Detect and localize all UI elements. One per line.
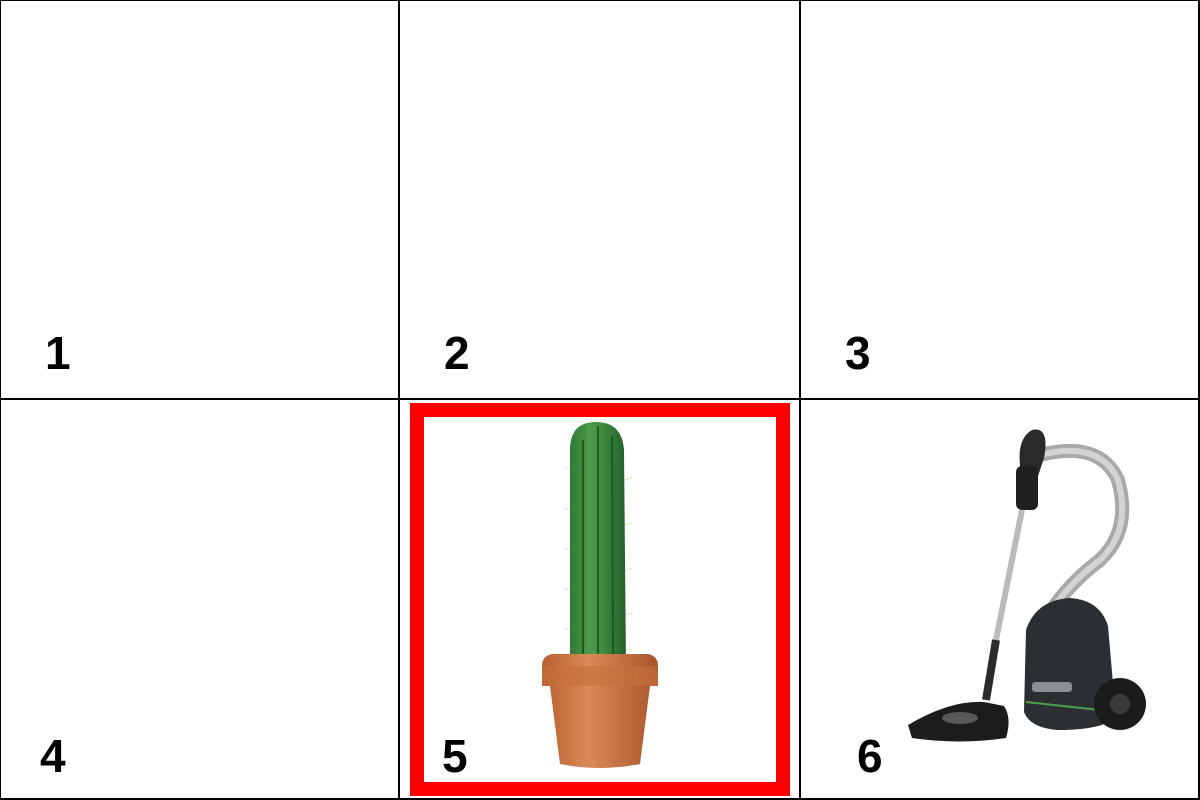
cell-number-label: 2 bbox=[444, 327, 470, 379]
cell-number-label: 1 bbox=[45, 327, 71, 379]
grid-border bbox=[0, 798, 1200, 800]
cell-number-label: 4 bbox=[40, 730, 66, 782]
cell-number-label: 5 bbox=[442, 730, 468, 782]
cell-number-label: 3 bbox=[845, 327, 871, 379]
grid-border bbox=[0, 0, 1, 800]
cactus-in-pot-image bbox=[542, 422, 658, 768]
cell-number-label: 6 bbox=[857, 730, 883, 782]
grid-divider bbox=[0, 398, 1200, 400]
grid-cell-2[interactable]: 2 bbox=[400, 0, 800, 400]
grid-cell-4[interactable]: 4 bbox=[0, 400, 400, 800]
selection-highlight bbox=[410, 403, 790, 796]
grid-divider bbox=[398, 0, 400, 800]
grid-border bbox=[1198, 0, 1200, 800]
grid-cell-1[interactable]: 1 bbox=[0, 0, 400, 400]
vacuum-cleaner-image bbox=[908, 429, 1146, 742]
grid-cell-3[interactable]: 3 bbox=[800, 0, 1200, 400]
grid-divider bbox=[799, 0, 801, 800]
grid-cell-5[interactable]: 5 bbox=[400, 400, 800, 800]
grid-border bbox=[0, 0, 1200, 1]
grid-cell-6[interactable]: 6 bbox=[800, 400, 1200, 800]
